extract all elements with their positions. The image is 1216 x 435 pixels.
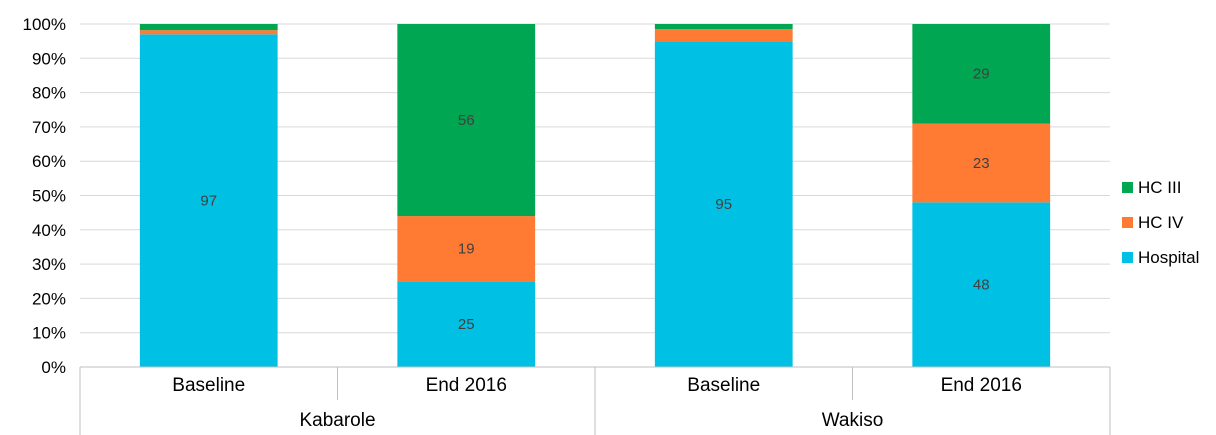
y-tick-label: 20% [32, 289, 66, 308]
bar-segment [654, 29, 793, 42]
legend-label: HC III [1138, 178, 1181, 197]
legend: HC III HC IV Hospital [1122, 178, 1199, 267]
x-group-label: Wakiso [822, 410, 884, 431]
y-tick-label: 100% [23, 15, 66, 34]
y-tick-label: 0% [41, 358, 66, 377]
data-label: 19 [458, 241, 475, 258]
bar-segment [139, 34, 278, 367]
bar-segment [397, 216, 536, 282]
y-tick-label: 10% [32, 324, 66, 343]
data-label: 48 [973, 277, 990, 294]
legend-label: HC IV [1138, 213, 1184, 232]
legend-label: Hospital [1138, 248, 1199, 267]
data-label: 23 [973, 155, 990, 172]
y-tick-label: 50% [32, 187, 66, 206]
data-label: 56 [458, 112, 475, 129]
bar-segment [912, 202, 1051, 367]
y-tick-label: 60% [32, 152, 66, 171]
bar-segment [139, 24, 278, 31]
bars: 97 25 19 56 95 48 23 29 [139, 24, 1051, 368]
legend-swatch [1122, 182, 1133, 193]
legend-swatch [1122, 217, 1133, 228]
bar-segment [397, 281, 536, 367]
data-label: 95 [715, 196, 732, 213]
y-axis-ticks: 0% 10% 20% 30% 40% 50% 60% 70% 80% 90% 100% [23, 15, 66, 377]
data-label: 29 [973, 66, 990, 83]
y-tick-label: 30% [32, 255, 66, 274]
data-label: 25 [458, 316, 475, 333]
bar-segment [139, 30, 278, 35]
x-category-label: Baseline [172, 375, 245, 396]
data-label: 97 [200, 193, 217, 210]
bar-segment [654, 24, 793, 30]
x-category-label: End 2016 [426, 375, 507, 396]
y-tick-label: 70% [32, 118, 66, 137]
y-tick-label: 40% [32, 221, 66, 240]
bar-segment [912, 123, 1051, 203]
x-axis: Baseline End 2016 Baseline End 2016 Kabarole… [79, 366, 1111, 435]
bar-segment [654, 41, 793, 368]
x-group-label: Kabarole [299, 410, 375, 431]
x-category-label: Baseline [687, 375, 760, 396]
bar-segment [912, 24, 1051, 124]
bar-segment [397, 24, 536, 217]
x-category-label: End 2016 [941, 375, 1022, 396]
legend-swatch [1122, 252, 1133, 263]
y-tick-label: 90% [32, 49, 66, 68]
y-tick-label: 80% [32, 84, 66, 103]
